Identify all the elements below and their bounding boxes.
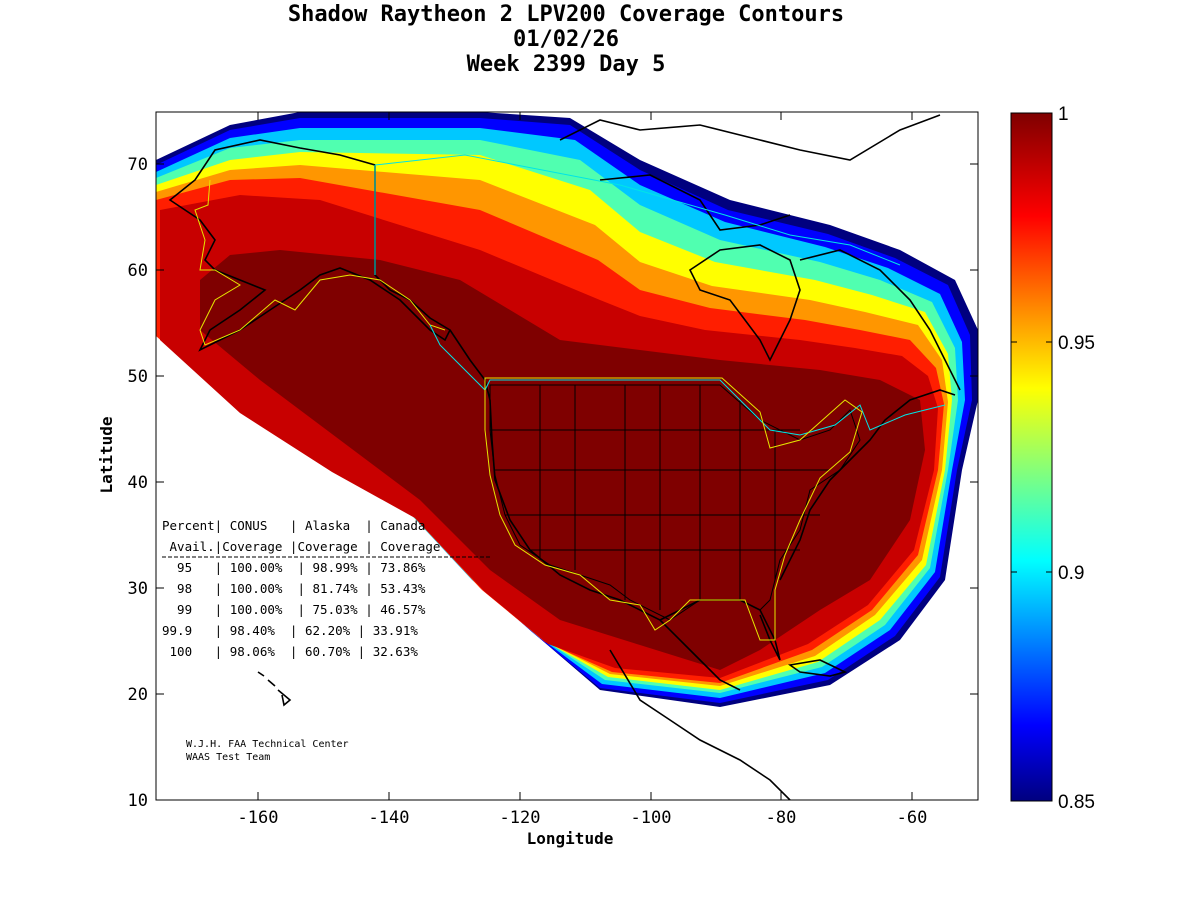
- table-header-2: Avail.|Coverage |Coverage | Coverage: [162, 539, 440, 554]
- table-row: 99 | 100.00% | 75.03% | 46.57%: [162, 602, 426, 617]
- state-lines: [490, 385, 830, 610]
- coastline-alaska: [168, 139, 452, 352]
- conus-outline: [489, 384, 861, 621]
- x-tick-label: -160: [238, 808, 279, 828]
- credit-line-1: W.J.H. FAA Technical Center: [186, 739, 349, 750]
- coverage-table: Percent| CONUS | Alaska | Canada Avail.|…: [162, 518, 490, 659]
- coastline-hawaii: [257, 671, 292, 707]
- alaska-region-boundary: [194, 179, 446, 346]
- colorbar-tick-label: 0.9: [1058, 563, 1084, 584]
- y-tick-label: 70: [128, 155, 148, 175]
- colorbar-tick-marks: [1011, 341, 1052, 573]
- x-tick-label: -120: [500, 808, 541, 828]
- y-tick-label: 30: [128, 579, 148, 599]
- y-tick-label: 40: [128, 473, 148, 493]
- y-tick-label: 60: [128, 261, 148, 281]
- coastline-hudson-bay: [688, 244, 801, 362]
- coastline-arctic-islands: [559, 114, 941, 231]
- table-row: 100 | 98.06% | 60.70% | 32.63%: [162, 644, 418, 659]
- chart-week-day: Week 2399 Day 5: [466, 52, 666, 77]
- us-state-borders: [489, 384, 861, 621]
- x-tick-label: -140: [369, 808, 410, 828]
- x-tick-label: -100: [631, 808, 672, 828]
- colorbar-tick-label: 1: [1058, 104, 1069, 125]
- coastline-canada-west: [449, 329, 491, 401]
- x-tick-label: -80: [766, 808, 797, 828]
- table-header-1: Percent| CONUS | Alaska | Canada: [162, 518, 425, 533]
- table-row: 98 | 100.00% | 81.74% | 53.43%: [162, 581, 426, 596]
- chart-title: Shadow Raytheon 2 LPV200 Coverage Contou…: [287, 2, 845, 27]
- conus-region-boundary: [484, 377, 863, 641]
- service-region-boundaries: [194, 154, 946, 641]
- coastline-mexico-central: [609, 649, 791, 800]
- coverage-bands: [156, 112, 978, 707]
- coastline-cuba: [787, 659, 848, 677]
- y-tick-label: 50: [128, 367, 148, 387]
- table-row: 95 | 100.00% | 98.99% | 73.86%: [162, 560, 426, 575]
- chart-date: 01/02/26: [513, 27, 619, 52]
- band-1-00: [200, 250, 925, 670]
- y-axis-label: Latitude: [97, 416, 116, 493]
- colorbar: [1010, 112, 1053, 802]
- coastline-us-east: [779, 389, 956, 581]
- table-row: 99.9 | 98.40% | 62.20% | 33.91%: [162, 623, 418, 638]
- y-tick-label: 10: [128, 791, 148, 811]
- canada-region-boundary: [374, 154, 946, 436]
- axis-tick-marks: [156, 112, 978, 801]
- colorbar-tick-label: 0.95: [1058, 333, 1095, 354]
- plot-border: [155, 111, 979, 801]
- y-tick-label: 20: [128, 685, 148, 705]
- credit-line-2: WAAS Test Team: [186, 752, 270, 763]
- coastline-labrador: [799, 249, 961, 391]
- colorbar-tick-label: 0.85: [1058, 792, 1095, 813]
- x-axis-label: Longitude: [527, 829, 614, 848]
- x-tick-label: -60: [897, 808, 928, 828]
